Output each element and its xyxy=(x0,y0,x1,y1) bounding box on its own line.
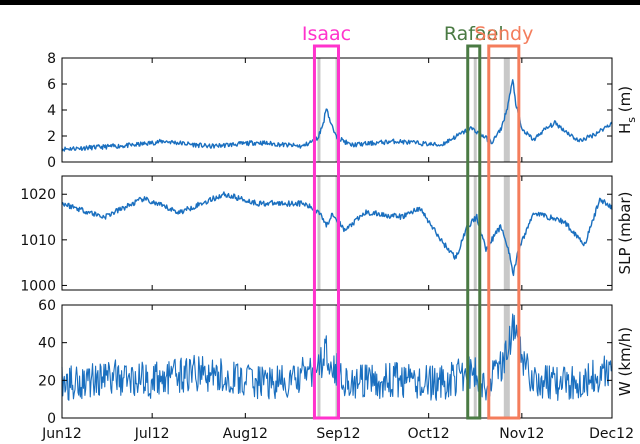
y-tick-label: 0 xyxy=(47,155,56,171)
y-tick-label: 1000 xyxy=(20,278,56,294)
storm-box-sandy xyxy=(487,44,521,420)
event-band xyxy=(503,176,510,290)
panel-3: 0 20 40 60 W (km/h) xyxy=(38,298,634,427)
x-tick-label: Oct12 xyxy=(408,426,450,442)
storm-label-sandy: Sandy xyxy=(474,23,533,45)
storm-label-isaac: Isaac xyxy=(302,23,351,45)
y-tick-label: 40 xyxy=(38,336,56,352)
storm-label-rafael: Rafael xyxy=(444,23,504,45)
y-axis-label: W (km/h) xyxy=(616,327,634,396)
x-tick-label: Jul12 xyxy=(134,426,170,442)
y-tick-label: 2 xyxy=(47,129,56,145)
y-tick-label: 4 xyxy=(47,103,56,119)
x-tick-label: Sep12 xyxy=(316,426,360,442)
event-band xyxy=(317,176,321,290)
y-tick-label: 20 xyxy=(38,373,56,389)
x-tick-label: Jun12 xyxy=(41,426,82,442)
top-edge-bar xyxy=(0,0,640,5)
series-line xyxy=(61,313,613,401)
y-tick-label: 1010 xyxy=(20,233,56,249)
y-axis-label: Hs (m) xyxy=(616,86,638,134)
y-tick-label: 6 xyxy=(47,77,56,93)
x-tick-label: Nov12 xyxy=(499,426,544,442)
event-band xyxy=(335,58,339,162)
series-line xyxy=(61,79,613,152)
x-tick-label: Aug12 xyxy=(223,426,268,442)
event-band xyxy=(503,305,510,418)
series-line xyxy=(61,191,613,277)
storm-box-isaac xyxy=(312,44,341,420)
axes-frame xyxy=(61,175,613,291)
x-tick-label: Dec12 xyxy=(589,426,634,442)
y-tick-label: 0 xyxy=(47,411,56,427)
y-axis-label: SLP (mbar) xyxy=(616,192,634,275)
panel-2: 1000 1010 1020 SLP (mbar) xyxy=(20,175,634,294)
event-band xyxy=(335,176,339,290)
y-tick-label: 8 xyxy=(47,51,56,67)
panel-1: 0 2 4 6 8 Hs (m) xyxy=(47,51,638,171)
event-band xyxy=(317,58,321,162)
y-tick-label: 1020 xyxy=(20,187,56,203)
event-band xyxy=(473,176,477,290)
y-tick-label: 60 xyxy=(38,298,56,314)
event-band xyxy=(473,58,477,162)
storm-box-rafael xyxy=(466,44,482,420)
